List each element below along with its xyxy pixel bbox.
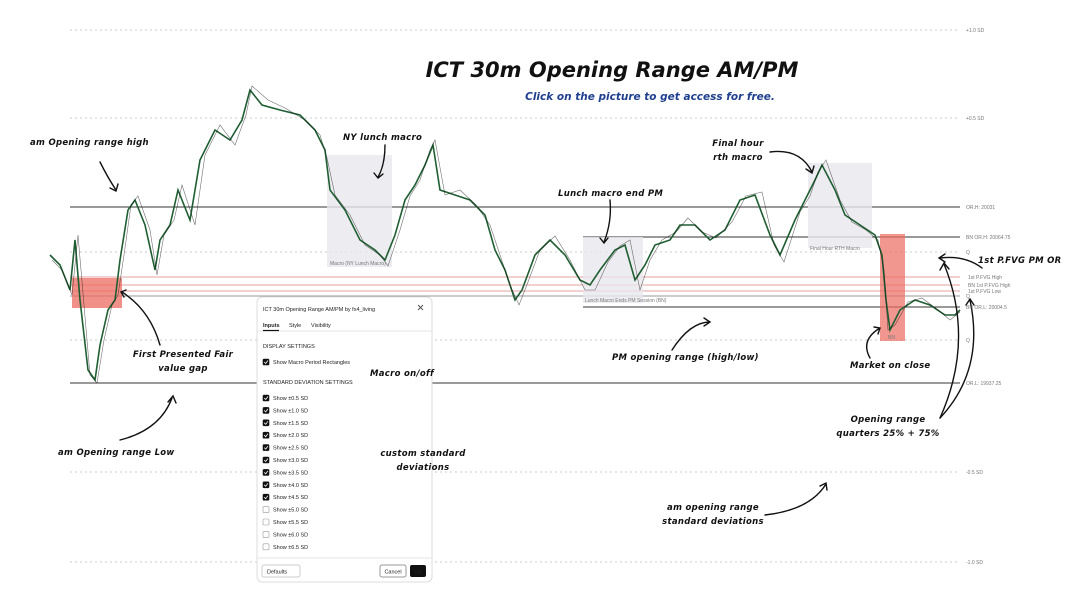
option-label: Show ±1.5 SD [273,421,308,427]
option-label: Show ±5.0 SD [273,508,308,514]
level-label: OR.H: 20031 [966,205,995,211]
ok-label: Ok [414,570,421,576]
price-wicks [51,85,961,384]
annotation: Macro on/off [370,369,435,379]
macro-label: BN [888,335,895,341]
level-label: BN 1st P.FVG High [968,283,1011,289]
option-label: Show ±4.0 SD [273,483,308,489]
check-mark [263,396,269,401]
level-label: Q [966,250,970,256]
check-mark [263,483,269,487]
macro-rect [327,155,392,267]
annotation: PM opening range (high/low) [612,353,759,363]
level-label: +1.0 SD [966,28,985,34]
annotation: am Opening range Low [58,448,175,458]
check-mark [263,360,269,365]
checkbox[interactable] [262,431,270,439]
annotation: am Opening range high [30,138,149,148]
annotation: quarters 25% + 75% [836,429,939,439]
defaults-button[interactable] [261,564,301,578]
option-label: Show ±1.0 SD [273,408,308,414]
check-mark [263,445,269,450]
option-label: Show ±6.0 SD [273,532,308,538]
check-mark [263,421,269,425]
annotation: value gap [158,364,208,374]
annotation: First Presented Fair [133,350,234,360]
close-button[interactable] [417,304,424,311]
defaults-label: Defaults [267,570,287,576]
title: ICT 30m Opening Range AM/PM [426,58,799,82]
checkbox[interactable] [262,531,270,538]
checkbox[interactable] [262,481,270,489]
option-label: Show ±0.5 SD [273,396,308,402]
checkbox[interactable] [262,518,270,526]
check-mark [263,495,269,500]
macro-label: Lunch Macro Ends PM Session (BN) [585,298,667,304]
annotation: NY lunch macro [343,133,422,143]
option-label: Show ±3.0 SD [273,458,308,464]
dialog-panel [256,296,433,583]
level-label: +0.5 SD [966,116,985,122]
checkbox[interactable] [262,506,270,513]
level-label: 1st P.FVG High [968,275,1002,281]
section-label: DISPLAY SETTINGS [263,344,315,350]
level-label: BN OR.L: 20004.5 [966,305,1007,311]
option-label: Show ±3.5 SD [273,470,308,476]
tab[interactable]: Inputs [263,323,280,329]
annotation: standard deviations [662,517,764,527]
option-label: Show ±4.5 SD [273,495,308,501]
checkbox[interactable] [262,407,270,414]
sd-lines [70,29,960,563]
checkbox[interactable] [262,456,270,464]
macro-label: Macro (NY Lunch Macro) [330,261,386,267]
macro-rect [583,237,643,303]
subtitle: Click on the picture to get access for f… [525,91,775,103]
checkbox[interactable] [262,394,270,402]
level-label: -1.0 SD [966,560,983,566]
settings-dialog [256,296,433,583]
range-lines [70,206,960,384]
dialog-title: ICT 30m Opening Range AM/PM by fx4_livin… [263,307,375,313]
option-label: Show ±2.5 SD [273,446,308,452]
cancel-label: Cancel [384,570,401,576]
level-label: OR.L: 19937.25 [966,381,1002,387]
option-label: Show ±2.0 SD [273,433,308,439]
annotation: custom standard [380,449,466,459]
option-label: Show ±5.5 SD [273,520,308,526]
check-mark [263,470,269,475]
check-mark [263,433,269,438]
annotation: Market on close [850,361,931,371]
section-label: STANDARD DEVIATION SETTINGS [263,380,353,386]
annotation: Lunch macro end PM [558,189,663,199]
checkbox[interactable] [262,543,270,551]
level-label: -0.5 SD [966,470,983,476]
tab[interactable]: Visibility [311,323,331,329]
checkbox[interactable] [262,419,270,427]
annotation: Opening range [851,415,926,425]
ok-button[interactable] [410,565,426,577]
cancel-button[interactable] [379,564,407,578]
annotation: am opening range [667,503,759,513]
macro-label: Final Hour RTH Macro [810,246,860,252]
option-label: Show ±6.5 SD [273,545,308,551]
level-label: BN OR.H: 20064.75 [966,235,1011,241]
tab[interactable]: Style [289,323,301,329]
annotation: deviations [397,463,450,473]
annotation: Final hour [712,139,764,149]
checkbox[interactable] [262,469,270,476]
level-label: Q [966,294,970,300]
macro-rect [808,163,872,248]
checkbox[interactable] [262,358,270,366]
annotation: 1st P.FVG PM OR [978,256,1062,266]
check-mark [263,408,269,413]
option-label: Show Macro Period Rectangles [273,360,350,366]
checkbox[interactable] [262,493,270,501]
level-label: Q [966,338,970,344]
level-label: 1st P.FVG Low [968,289,1001,295]
annotation: rth macro [713,153,763,163]
check-mark [263,458,269,463]
checkbox[interactable] [262,444,270,451]
